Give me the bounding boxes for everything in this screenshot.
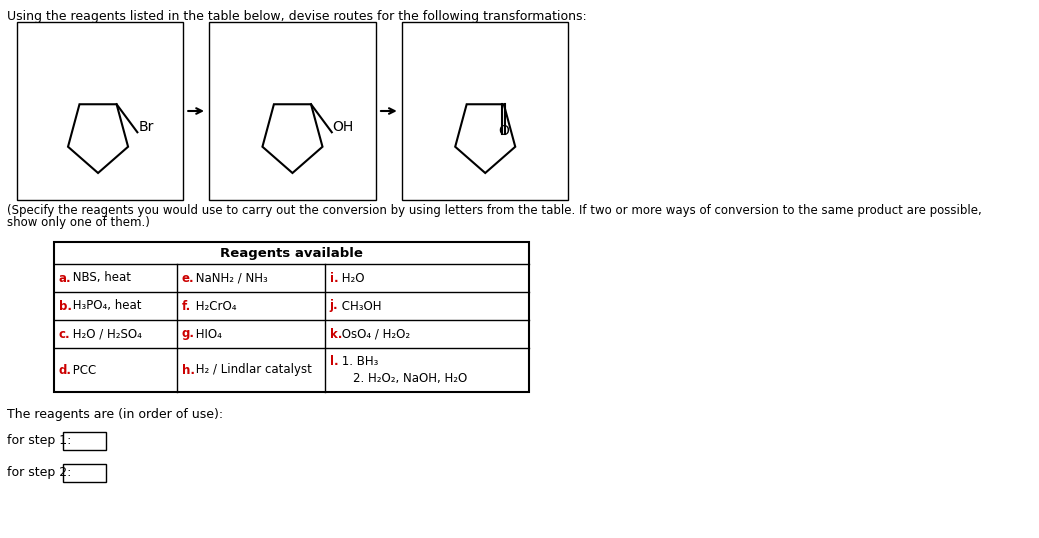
Text: 2. H₂O₂, NaOH, H₂O: 2. H₂O₂, NaOH, H₂O [338, 372, 468, 385]
Text: PCC: PCC [69, 364, 97, 377]
Text: OsO₄ / H₂O₂: OsO₄ / H₂O₂ [338, 328, 410, 341]
Text: k.: k. [329, 328, 342, 341]
Text: H₂O: H₂O [338, 272, 365, 285]
Text: show only one of them.): show only one of them.) [6, 216, 150, 229]
Text: d.: d. [59, 364, 72, 377]
Text: c.: c. [59, 328, 71, 341]
Text: (Specify the reagents you would use to carry out the conversion by using letters: (Specify the reagents you would use to c… [6, 204, 982, 217]
Text: for step 2:: for step 2: [6, 466, 71, 479]
Text: f.: f. [182, 300, 191, 313]
Text: h.: h. [182, 364, 195, 377]
Text: HIO₄: HIO₄ [192, 328, 221, 341]
Text: H₃PO₄, heat: H₃PO₄, heat [69, 300, 141, 313]
Text: Br: Br [138, 121, 154, 134]
Text: for step 1:: for step 1: [6, 434, 71, 447]
Text: NBS, heat: NBS, heat [69, 272, 131, 285]
Text: a.: a. [59, 272, 72, 285]
Text: g.: g. [182, 328, 195, 341]
Text: l.: l. [329, 355, 339, 368]
Text: H₂CrO₄: H₂CrO₄ [192, 300, 237, 313]
Text: j.: j. [329, 300, 339, 313]
Text: O: O [499, 124, 509, 138]
Text: 1. BH₃: 1. BH₃ [338, 355, 378, 368]
Text: Using the reagents listed in the table below, devise routes for the following tr: Using the reagents listed in the table b… [6, 10, 586, 23]
Text: The reagents are (in order of use):: The reagents are (in order of use): [6, 408, 222, 421]
Text: i.: i. [329, 272, 339, 285]
Text: CH₃OH: CH₃OH [338, 300, 381, 313]
Text: OH: OH [332, 121, 354, 134]
Text: e.: e. [182, 272, 194, 285]
Text: Reagents available: Reagents available [220, 246, 363, 259]
Text: NaNH₂ / NH₃: NaNH₂ / NH₃ [192, 272, 268, 285]
Text: b.: b. [59, 300, 72, 313]
Text: H₂ / Lindlar catalyst: H₂ / Lindlar catalyst [192, 364, 312, 377]
Text: H₂O / H₂SO₄: H₂O / H₂SO₄ [69, 328, 142, 341]
